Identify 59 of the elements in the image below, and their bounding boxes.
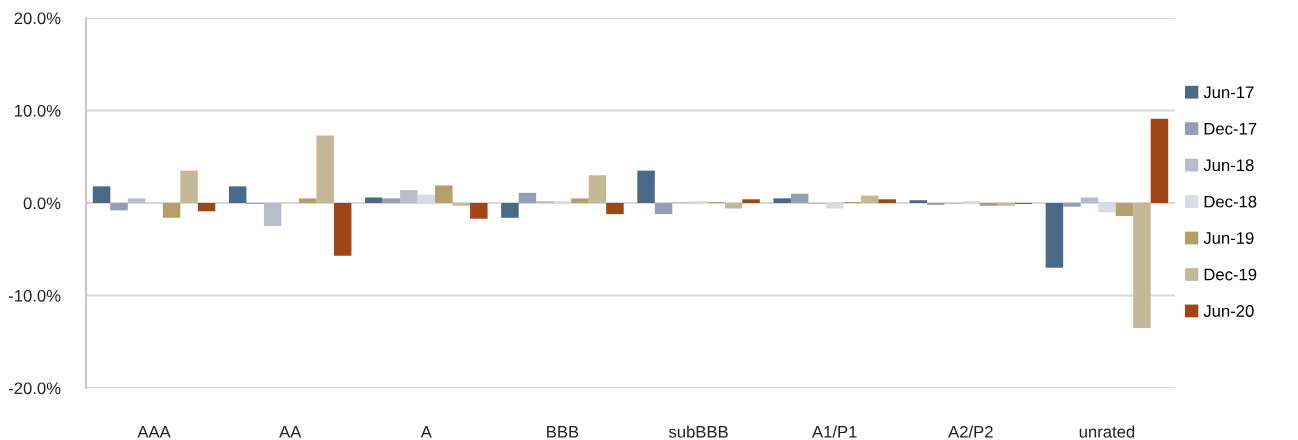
bar	[333, 203, 352, 256]
bar	[1080, 197, 1099, 203]
legend-label: Jun-17	[1203, 86, 1254, 99]
bar	[1150, 118, 1169, 203]
x-tick-label: unrated	[1079, 425, 1135, 438]
bar	[127, 198, 146, 203]
y-tick-label: -10.0%	[8, 289, 61, 302]
x-tick-label: AA	[279, 426, 302, 438]
bar	[1133, 203, 1151, 328]
bar	[518, 192, 537, 203]
bar	[571, 198, 589, 203]
bar	[860, 195, 879, 203]
bar	[400, 190, 418, 203]
y-tick-label: 10.0%	[15, 104, 61, 117]
x-tick-label: AAA	[137, 426, 171, 438]
y-tick-label: -20.0%	[8, 382, 61, 395]
x-tick-label: subBBB	[668, 425, 728, 438]
bar	[197, 203, 216, 212]
x-tick-label: A	[420, 426, 432, 438]
y-tick-label: 0.0%	[23, 197, 61, 210]
x-tick-label: A1/P1	[812, 425, 857, 438]
bar	[110, 203, 128, 211]
bar	[606, 203, 624, 215]
bar	[773, 198, 791, 203]
bar	[588, 175, 607, 203]
bar	[1045, 203, 1064, 268]
legend-label: Jun-18	[1203, 159, 1254, 172]
bar	[228, 186, 247, 203]
bar	[909, 200, 928, 203]
legend-label: Dec-18	[1204, 195, 1257, 208]
bar	[878, 199, 896, 203]
y-tick-label: 20.0%	[14, 12, 61, 25]
bar	[654, 203, 673, 215]
bar	[452, 203, 471, 206]
bar	[316, 135, 334, 203]
bar	[162, 203, 181, 218]
bar	[997, 203, 1015, 206]
x-tick-label: A2/P2	[948, 425, 993, 438]
bar	[979, 203, 998, 206]
bar	[742, 199, 760, 203]
bar	[637, 170, 655, 203]
bar	[263, 203, 282, 227]
bar	[365, 197, 383, 203]
legend-label: Dec-17	[1204, 122, 1257, 135]
legend-label: Jun-20	[1203, 305, 1254, 317]
bar	[501, 203, 519, 218]
legend-label: Jun-19	[1203, 232, 1254, 244]
bar	[1063, 203, 1081, 207]
bar	[470, 203, 488, 219]
bar	[180, 170, 198, 203]
bar	[1115, 203, 1134, 216]
legend-label: Dec-19	[1204, 268, 1257, 281]
x-tick-label: BBB	[547, 426, 579, 438]
bar	[382, 198, 401, 203]
bar	[790, 193, 809, 203]
bar	[92, 186, 111, 203]
bar	[435, 185, 453, 203]
bar	[298, 198, 317, 203]
bar	[724, 203, 743, 209]
